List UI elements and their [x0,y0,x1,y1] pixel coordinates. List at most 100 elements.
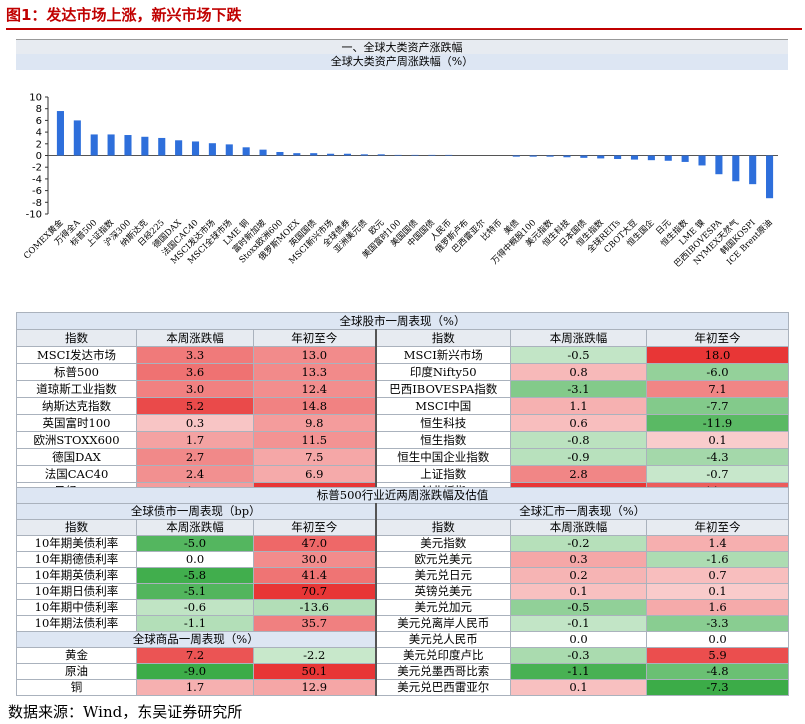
week-change: 3.6 [136,363,254,381]
ytd-change: -7.3 [645,679,790,696]
week-change: 1.1 [510,397,647,415]
bar [749,155,757,185]
header-index: 指数 [374,329,511,347]
bond-name: 10年期法债利率 [16,615,137,632]
table-row: 10年期美债利率 -5.0 47.0 美元指数 -0.2 1.4 [16,535,790,552]
y-tick-label: -2 [32,163,42,174]
week-change: -3.1 [510,380,647,398]
ytd-change: 5.9 [645,647,790,664]
ytd-change: -3.3 [645,615,790,632]
ytd-change: 7.1 [646,380,789,398]
fx-name: 美元兑人民币 [374,631,511,648]
week-change: -0.1 [510,615,647,632]
ytd-change: 41.4 [253,567,376,584]
ytd-change: 13.3 [253,363,376,381]
table-row: 德国DAX 2.7 7.5 恒生中国企业指数 -0.9 -4.3 [16,448,789,466]
y-tick-label: 4 [36,128,42,139]
week-change: -9.0 [136,663,254,680]
bar [394,154,402,156]
bar [563,155,571,158]
y-tick-label: -10 [26,210,42,221]
bar [732,155,740,182]
bond-name: 10年期中债利率 [16,599,137,616]
bar [681,155,689,162]
commodity-table-title: 全球商品一周表现（%） [16,631,376,648]
week-change: -5.8 [136,567,254,584]
bar [327,153,335,156]
y-tick-label: 8 [36,104,42,115]
header-ytd: 年初至今 [645,519,790,536]
bar [377,154,385,156]
y-tick-label: 10 [29,93,42,104]
ytd-change: 1.6 [645,599,790,616]
header-ytd: 年初至今 [253,519,376,536]
week-change: 0.2 [510,567,647,584]
week-change: 3.0 [136,380,254,398]
bar [766,155,774,199]
bar [343,153,352,156]
commodity-name: 铜 [16,679,137,696]
ytd-change: 50.1 [253,663,376,680]
bar [445,154,453,156]
fx-name: 美元兑墨西哥比索 [374,663,511,680]
bar [580,155,588,158]
index-name: 恒生科技 [374,414,511,432]
fx-name: 美元兑加元 [374,599,511,616]
bar [141,136,149,156]
week-change: 0.3 [136,414,254,432]
ytd-change: 12.4 [253,380,376,398]
week-change: -0.5 [510,599,647,616]
bar [614,155,622,160]
bar [73,120,81,156]
bar [175,140,183,156]
week-change: 2.4 [136,465,254,483]
ytd-change: -4.3 [646,448,789,466]
table-row: 全球商品一周表现（%） 美元兑人民币 0.0 0.0 [16,631,790,648]
index-name: 上证指数 [374,465,511,483]
week-change: 1.7 [136,679,254,696]
fx-name: 美元兑巴西雷亚尔 [374,679,511,696]
bar [191,141,200,156]
y-tick-label: 0 [36,151,42,162]
index-name: 欧洲STOXX600 [16,431,137,449]
index-name: 法国CAC40 [16,465,137,483]
index-name: MSCI中国 [374,397,511,415]
ytd-change: -4.8 [645,663,790,680]
table-row: 欧洲STOXX600 1.7 11.5 恒生指数 -0.8 0.1 [16,431,789,449]
week-change: 5.2 [136,397,254,415]
ytd-change: -13.6 [253,599,376,616]
header-week: 本周涨跌幅 [136,519,254,536]
y-tick-label: 6 [36,116,42,127]
bar [715,155,723,175]
bar [664,155,672,161]
bar [360,154,368,156]
bar-chart: 1086420-2-4-6-8-10COMEX黄金万得全A标普500上证指数沪深… [21,93,778,270]
table-row: 10年期德债利率 0.0 30.0 欧元兑美元 0.3 -1.6 [16,551,790,568]
ytd-change: -2.2 [253,647,376,664]
fx-name: 欧元兑美元 [374,551,511,568]
week-change: -1.1 [510,663,647,680]
bar [529,155,537,157]
week-change: 0.1 [510,583,647,600]
ytd-change: 9.8 [253,414,376,432]
fx-table-title: 全球汇市一周表现（%） [374,503,790,520]
bar [428,154,436,156]
bar [158,137,166,156]
stock-table: 全球股市一周表现（%） 指数 本周涨跌幅 年初至今 指数 本周涨跌幅 年初至今 … [16,312,789,500]
table-row: MSCI发达市场 3.3 13.0 MSCI新兴市场 -0.5 18.0 [16,346,789,364]
fx-name: 英镑兑美元 [374,583,511,600]
bar [124,135,132,156]
ytd-change: 0.1 [645,583,790,600]
bar [698,155,706,166]
index-name: 英国富时100 [16,414,137,432]
index-name: 印度Nifty50 [374,363,511,381]
bar [276,151,284,156]
header-week: 本周涨跌幅 [136,329,254,347]
ytd-change: -0.7 [646,465,789,483]
header-week: 本周涨跌幅 [510,329,647,347]
bar [90,134,98,156]
index-name: 恒生指数 [374,431,511,449]
stock-table-title: 全球股市一周表现（%） [16,312,789,330]
index-name: 恒生中国企业指数 [374,448,511,466]
index-name: 道琼斯工业指数 [16,380,137,398]
